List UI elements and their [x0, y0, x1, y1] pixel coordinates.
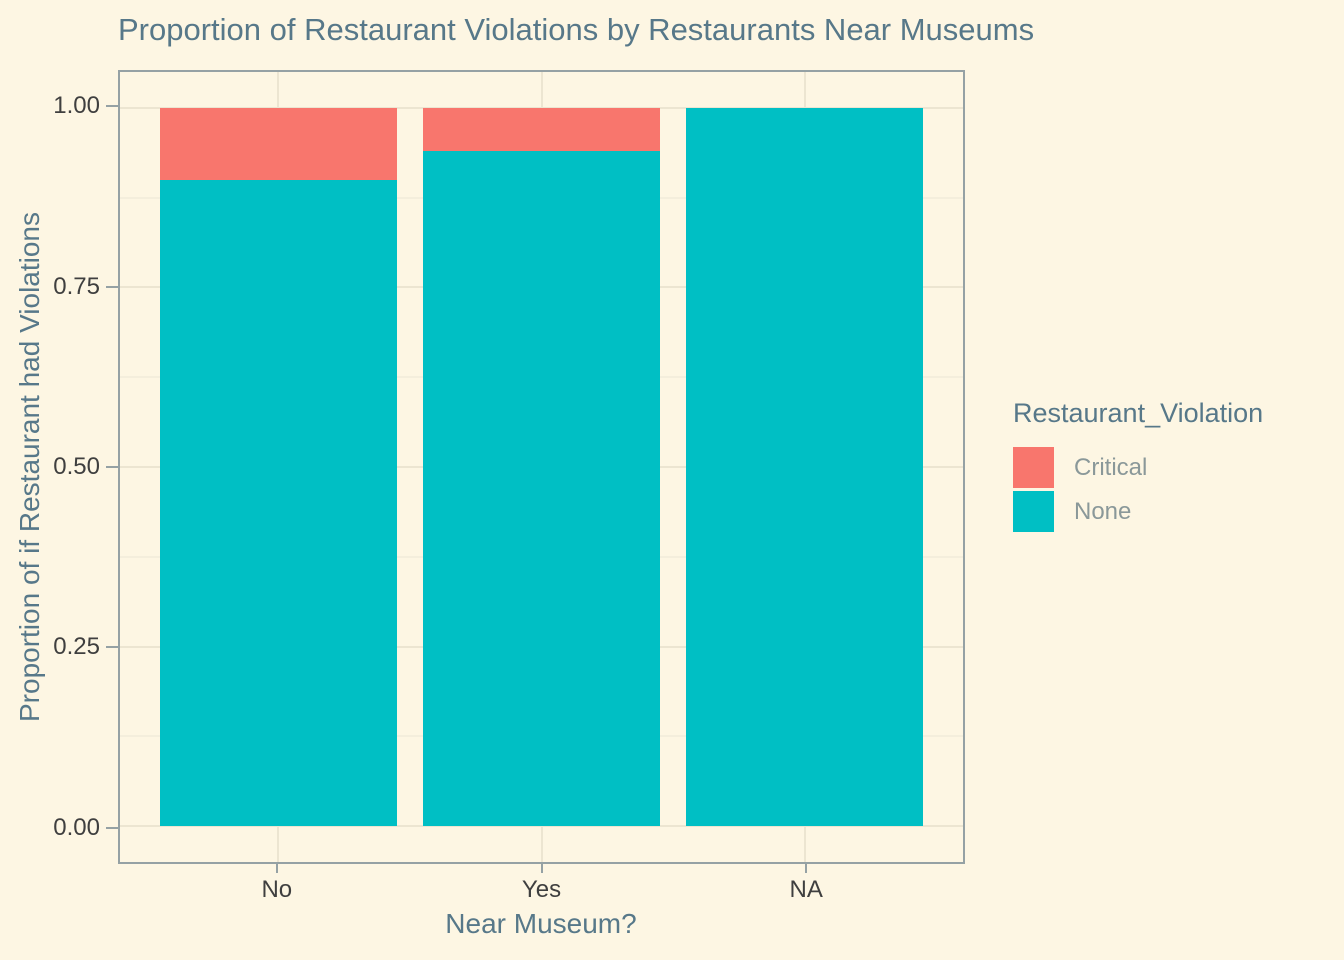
x-axis-tick-label: NA — [789, 876, 823, 903]
y-axis-tick-label: 0.75 — [53, 272, 100, 300]
y-axis-tick — [106, 466, 118, 468]
bar-segment-none-na — [686, 107, 924, 827]
plot-panel — [118, 70, 965, 864]
y-axis-tick-label: 0.00 — [53, 813, 100, 841]
legend-item-list: Critical None — [1013, 447, 1263, 532]
legend-swatch-critical — [1013, 447, 1054, 488]
legend: Restaurant_Violation Critical None — [1013, 398, 1263, 535]
y-axis-tick — [106, 826, 118, 829]
y-axis-tick-label: 0.25 — [53, 633, 100, 661]
legend-swatch-none — [1013, 491, 1054, 532]
bar-segment-critical-no — [159, 107, 397, 180]
x-axis-title: Near Museum? — [445, 908, 637, 939]
x-axis-tick — [805, 864, 808, 873]
y-axis-tick-label: 1.00 — [53, 92, 100, 120]
x-axis-tick-label: No — [261, 876, 293, 903]
legend-item-none: None — [1013, 491, 1263, 532]
legend-title: Restaurant_Violation — [1013, 398, 1264, 428]
bar-segment-critical-yes — [422, 107, 661, 151]
chart-title: Proportion of Restaurant Violations by R… — [118, 12, 1035, 47]
bar-segment-none-no — [159, 179, 397, 827]
y-axis-tick-label: 0.50 — [53, 453, 100, 480]
bar-segment-none-yes — [422, 151, 661, 827]
legend-label: None — [1074, 497, 1132, 525]
x-axis-tick — [275, 864, 278, 873]
y-axis-tick — [106, 105, 118, 108]
legend-item-critical: Critical — [1013, 447, 1263, 488]
x-axis-tick — [540, 864, 543, 873]
legend-label: Critical — [1074, 453, 1148, 481]
y-axis-tick — [106, 285, 118, 288]
x-axis-tick-label: Yes — [521, 876, 562, 903]
y-axis-tick — [106, 646, 118, 649]
